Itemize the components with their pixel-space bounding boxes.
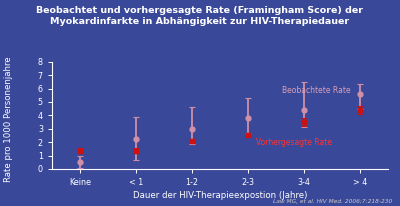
X-axis label: Dauer der HIV-Therapieexpostion (Jahre): Dauer der HIV-Therapieexpostion (Jahre) xyxy=(133,191,307,200)
Text: Rate pro 1000 Personenjahre: Rate pro 1000 Personenjahre xyxy=(4,57,13,182)
Text: Beobachtete Rate: Beobachtete Rate xyxy=(282,86,350,95)
Text: Law MG, et al. HIV Med. 2006;7:218-230: Law MG, et al. HIV Med. 2006;7:218-230 xyxy=(273,199,392,204)
Text: Beobachtet und vorhergesagte Rate (Framingham Score) der
Myokardinfarkte in Abhä: Beobachtet und vorhergesagte Rate (Frami… xyxy=(36,6,364,26)
Text: Vorhergesagte Rate: Vorhergesagte Rate xyxy=(256,138,332,147)
